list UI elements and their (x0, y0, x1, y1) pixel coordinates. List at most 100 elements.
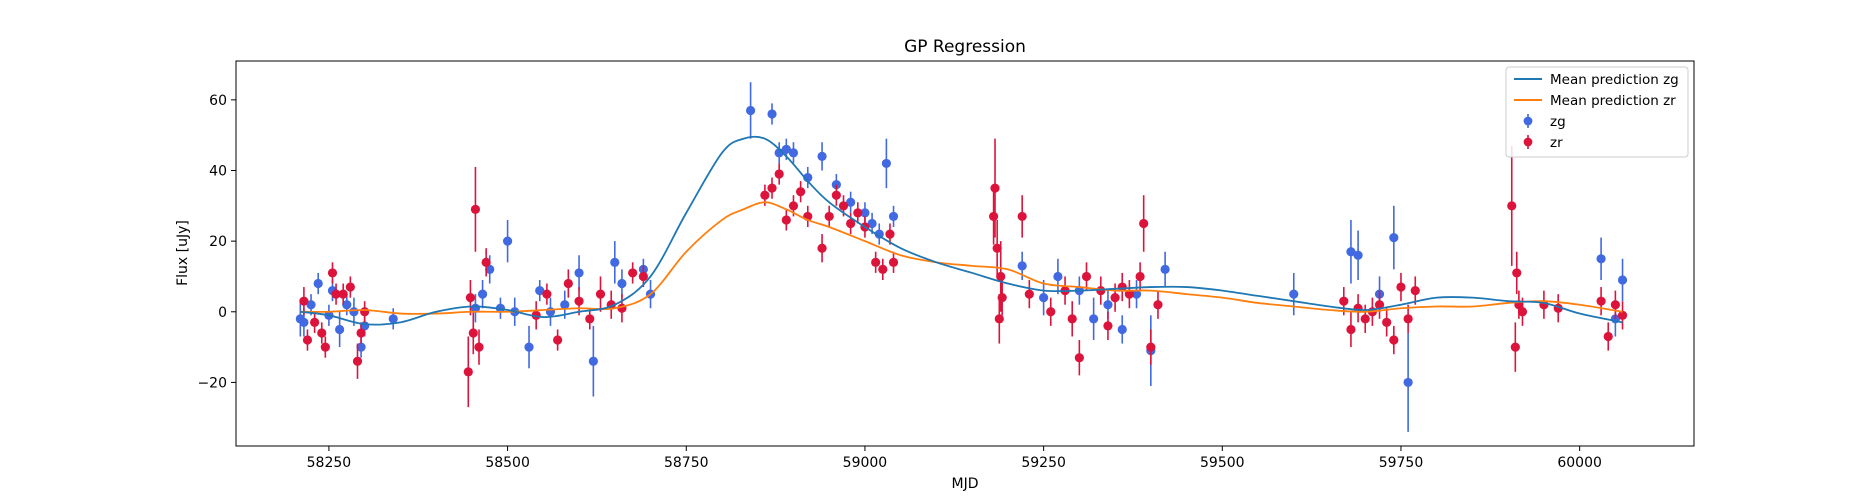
zg-point (1117, 324, 1127, 335)
x-tick-label-58500: 58500 (485, 455, 530, 471)
zr-point (638, 271, 648, 282)
x-tick-label-59750: 59750 (1379, 455, 1424, 471)
zr-point (871, 257, 881, 267)
zr-point (302, 335, 313, 345)
zr-point (352, 356, 363, 366)
zg-point (1617, 275, 1628, 285)
axes: 58250 58500 58750 59000 59250 59500 59750 60000… (197, 60, 1695, 471)
mean-prediction-zr-line (300, 201, 1623, 315)
zr-point (470, 204, 481, 214)
zg-point (1596, 254, 1606, 264)
zg-point (610, 257, 620, 267)
zr-point (1081, 271, 1092, 282)
zr-point (345, 282, 355, 292)
zg-point (306, 300, 316, 310)
zr-point (1617, 310, 1628, 320)
zg-point (1403, 377, 1413, 388)
zr-point (1510, 342, 1520, 352)
zr-point (781, 215, 791, 225)
series-layer (295, 82, 1628, 432)
zr-point (327, 268, 338, 278)
zr-point (531, 310, 541, 320)
zg-point (1289, 289, 1299, 299)
zr-point (997, 293, 1007, 303)
y-tick-label-0: 0 (218, 305, 227, 321)
zg-point (1131, 289, 1142, 299)
zr-point (760, 190, 770, 200)
zg-point (574, 268, 584, 278)
zr-point (320, 342, 330, 352)
legend-label-3: zr (1550, 135, 1563, 151)
zr-point (888, 257, 899, 267)
zg-point (867, 218, 877, 229)
y-tick-label--20: −20 (197, 375, 227, 391)
zr-point (1067, 314, 1077, 324)
zr-point (1103, 321, 1113, 331)
zr-point (595, 289, 606, 299)
zg-point (788, 148, 799, 158)
zg-point (477, 289, 488, 299)
zr-point (474, 342, 484, 352)
zg-point (524, 342, 534, 352)
zr-point (1124, 289, 1134, 299)
zr-point (774, 169, 784, 179)
zr-point (1153, 300, 1163, 310)
zg-point (502, 236, 513, 246)
zg-point (781, 144, 791, 154)
zr-point (838, 201, 849, 211)
zr-point (563, 278, 573, 289)
zg-point (1160, 264, 1170, 274)
zr-point (996, 271, 1006, 282)
y-tick-label-60: 60 (209, 93, 227, 109)
zr-point (878, 264, 888, 274)
zg-point (588, 356, 598, 366)
legend: Mean prediction zg Mean prediction zr zg zr (1505, 66, 1689, 158)
mean-prediction-zg-line (300, 135, 1623, 326)
zr-point (1382, 317, 1392, 327)
zr-point (360, 307, 370, 317)
zr-point (1146, 342, 1156, 352)
zg-point (1389, 233, 1399, 243)
zg-point (767, 109, 777, 119)
zg-point (560, 300, 570, 310)
x-tick-label-58750: 58750 (664, 455, 709, 471)
zg-point (335, 324, 345, 335)
zg-point (485, 264, 495, 274)
zg-point (313, 278, 323, 289)
x-tick-label-59500: 59500 (1200, 455, 1245, 471)
zg-point (831, 180, 841, 190)
zg-point (888, 211, 899, 222)
zr-point (310, 317, 320, 327)
zr-point (1410, 285, 1420, 296)
zr-point (1610, 300, 1620, 310)
zg-point (860, 208, 870, 218)
zr-point (796, 187, 806, 197)
zg-point (1346, 247, 1356, 257)
zg-point (388, 314, 398, 324)
zr-point (1346, 324, 1356, 335)
zr-point (1024, 289, 1034, 299)
zr-point (1135, 271, 1145, 282)
zr-point (628, 268, 638, 278)
zr-point (1396, 282, 1406, 292)
zg-point (617, 278, 627, 289)
zr-point (1374, 300, 1385, 310)
zr-point (299, 296, 309, 306)
zr-point (1603, 331, 1613, 342)
zr-point (574, 296, 584, 306)
zg-point (1103, 300, 1113, 310)
legend-label-1: Mean prediction zr (1550, 93, 1676, 109)
legend-label-2: zg (1550, 114, 1566, 130)
zg-point (745, 105, 756, 116)
zr-point (994, 314, 1004, 324)
plot-frame (235, 60, 1695, 447)
x-tick-label-60000: 60000 (1557, 455, 1602, 471)
zg-point (1353, 250, 1363, 260)
x-tick-label-58250: 58250 (307, 455, 352, 471)
zr-point (853, 208, 863, 218)
zr-point (817, 243, 827, 253)
zr-point (481, 257, 491, 267)
zr-point (356, 328, 366, 338)
zr-point (585, 314, 595, 324)
zr-point (1517, 307, 1528, 317)
